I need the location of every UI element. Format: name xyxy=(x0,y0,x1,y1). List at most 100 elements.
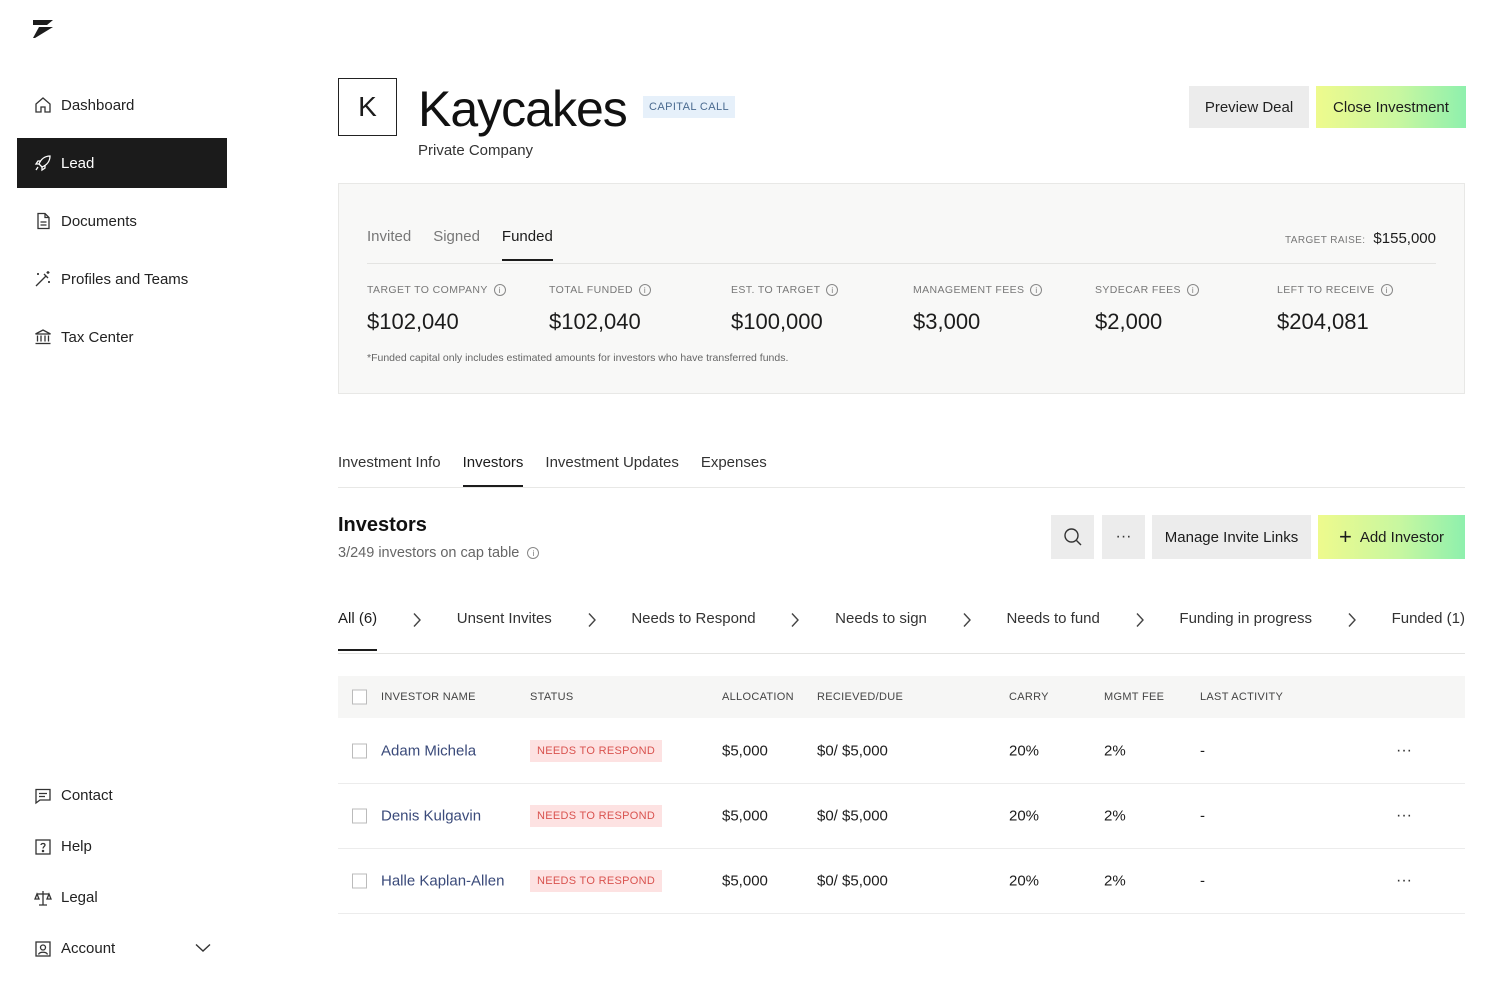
more-options-button[interactable]: ··· xyxy=(1102,515,1145,559)
column-header-status[interactable]: STATUS xyxy=(530,691,574,703)
filter-unsent-invites[interactable]: Unsent Invites xyxy=(456,610,552,627)
sidebar-item-legal[interactable]: Legal xyxy=(17,872,227,923)
received-due-value: $0/ $5,000 xyxy=(817,807,888,825)
chevron-right-icon xyxy=(588,613,596,627)
sidebar-item-help[interactable]: Help xyxy=(17,821,227,872)
allocation-value: $5,000 xyxy=(722,807,768,825)
sidebar-item-documents[interactable]: Documents xyxy=(17,196,227,246)
funding-footnote: *Funded capital only includes estimated … xyxy=(367,352,789,364)
tab-investment-updates[interactable]: Investment Updates xyxy=(545,454,679,471)
manage-invite-links-button[interactable]: Manage Invite Links xyxy=(1152,515,1311,559)
filter-needs-to-sign[interactable]: Needs to sign xyxy=(835,610,927,627)
info-icon[interactable]: i xyxy=(1380,284,1393,296)
stat-value: $100,000 xyxy=(731,309,823,334)
sidebar-item-label: Help xyxy=(61,838,92,855)
sidebar-item-label: Lead xyxy=(61,154,95,172)
row-actions-button[interactable]: ··· xyxy=(1396,807,1412,824)
sidebar-item-label: Account xyxy=(61,940,116,957)
stat-total-funded: TOTAL FUNDED i $102,040 xyxy=(549,284,731,335)
received-due-value: $0/ $5,000 xyxy=(817,872,888,890)
stat-target-to-company: TARGET TO COMPANY i $102,040 xyxy=(367,284,549,335)
select-all-checkbox[interactable] xyxy=(352,689,367,705)
add-investor-label: Add Investor xyxy=(1359,528,1445,546)
sidebar-item-profiles-and-teams[interactable]: Profiles and Teams xyxy=(17,254,227,304)
column-header-allocation[interactable]: ALLOCATION xyxy=(722,691,794,703)
preview-deal-button[interactable]: Preview Deal xyxy=(1189,86,1309,128)
sidebar-item-lead[interactable]: Lead xyxy=(17,138,227,188)
mgmt-fee-value: 2% xyxy=(1104,872,1126,890)
sidebar-item-label: Legal xyxy=(61,889,98,906)
info-icon[interactable]: i xyxy=(638,284,651,296)
row-checkbox[interactable] xyxy=(352,743,367,759)
investor-name-link[interactable]: Adam Michela xyxy=(381,742,477,760)
row-checkbox[interactable] xyxy=(352,808,367,824)
filter-funded[interactable]: Funded (1) xyxy=(1391,610,1465,627)
info-icon[interactable]: i xyxy=(527,547,540,559)
filter-needs-to-respond[interactable]: Needs to Respond xyxy=(631,610,756,627)
sidebar-item-account[interactable]: Account xyxy=(17,923,227,974)
search-icon xyxy=(1063,528,1081,546)
add-investor-button[interactable]: + Add Investor xyxy=(1318,515,1465,559)
carry-value: 20% xyxy=(1009,807,1040,825)
tab-invited[interactable]: Invited xyxy=(367,228,412,245)
funding-stats: TARGET TO COMPANY i $102,040 TOTAL FUNDED… xyxy=(367,284,1459,335)
chevron-right-icon xyxy=(963,613,971,627)
investor-status-filters: All (6) Unsent Invites Needs to Respond … xyxy=(338,610,1465,654)
row-checkbox[interactable] xyxy=(352,873,367,889)
home-icon xyxy=(33,95,53,115)
close-investment-button[interactable]: Close Investment xyxy=(1316,86,1466,128)
stat-value: $102,040 xyxy=(549,309,641,334)
tab-investment-info[interactable]: Investment Info xyxy=(338,454,441,471)
allocation-value: $5,000 xyxy=(722,742,768,760)
tab-signed[interactable]: Signed xyxy=(433,228,480,245)
stat-label: TARGET TO COMPANY xyxy=(367,284,488,296)
tab-funded[interactable]: Funded xyxy=(501,228,553,261)
chevron-down-icon[interactable] xyxy=(195,940,211,957)
bank-icon xyxy=(33,327,53,347)
sydecar-logo-icon[interactable] xyxy=(30,18,56,40)
status-badge: NEEDS TO RESPOND xyxy=(530,870,663,892)
table-header: INVESTOR NAME STATUS ALLOCATION RECIEVED… xyxy=(338,676,1465,718)
sidebar-item-dashboard[interactable]: Dashboard xyxy=(17,80,227,130)
filter-funding-in-progress[interactable]: Funding in progress xyxy=(1179,610,1312,627)
search-button[interactable] xyxy=(1051,515,1094,559)
filter-needs-to-fund[interactable]: Needs to fund xyxy=(1006,610,1100,627)
target-raise-label: TARGET RAISE: xyxy=(1285,235,1366,246)
sidebar-bottom-nav: Contact Help Legal Account xyxy=(17,770,227,974)
investors-title: Investors xyxy=(338,514,427,536)
stat-value: $2,000 xyxy=(1095,309,1163,334)
column-header-investor-name[interactable]: INVESTOR NAME xyxy=(381,691,476,703)
info-icon[interactable]: i xyxy=(1186,284,1199,296)
company-type: Private Company xyxy=(418,142,534,159)
tab-investors[interactable]: Investors xyxy=(462,454,524,487)
filter-all[interactable]: All (6) xyxy=(338,610,378,651)
sidebar-item-contact[interactable]: Contact xyxy=(17,770,227,821)
capital-call-badge: CAPITAL CALL xyxy=(643,96,735,118)
mgmt-fee-value: 2% xyxy=(1104,807,1126,825)
info-icon[interactable]: i xyxy=(826,284,839,296)
column-header-last-activity[interactable]: LAST ACTIVITY xyxy=(1200,691,1284,703)
row-actions-button[interactable]: ··· xyxy=(1396,742,1412,759)
sidebar-item-label: Tax Center xyxy=(61,328,134,346)
mgmt-fee-value: 2% xyxy=(1104,742,1126,760)
column-header-received-due[interactable]: RECIEVED/DUE xyxy=(817,691,904,703)
chat-icon xyxy=(33,786,53,806)
column-header-carry[interactable]: CARRY xyxy=(1009,691,1049,703)
info-icon[interactable]: i xyxy=(1030,284,1043,296)
allocation-value: $5,000 xyxy=(722,872,768,890)
user-icon xyxy=(33,939,53,959)
row-actions-button[interactable]: ··· xyxy=(1396,872,1412,889)
column-header-mgmt-fee[interactable]: MGMT FEE xyxy=(1104,691,1165,703)
sidebar-item-label: Dashboard xyxy=(61,96,135,114)
info-icon[interactable]: i xyxy=(493,284,506,296)
chevron-right-icon xyxy=(791,613,800,627)
sidebar-item-label: Profiles and Teams xyxy=(61,270,189,288)
tab-expenses[interactable]: Expenses xyxy=(700,454,767,471)
sidebar-item-tax-center[interactable]: Tax Center xyxy=(17,312,227,362)
rocket-icon xyxy=(33,153,53,173)
investor-name-link[interactable]: Halle Kaplan-Allen xyxy=(381,872,505,890)
stat-label: TOTAL FUNDED xyxy=(549,284,633,296)
last-activity-value: - xyxy=(1200,742,1205,760)
investor-name-link[interactable]: Denis Kulgavin xyxy=(381,807,482,825)
carry-value: 20% xyxy=(1009,742,1040,760)
